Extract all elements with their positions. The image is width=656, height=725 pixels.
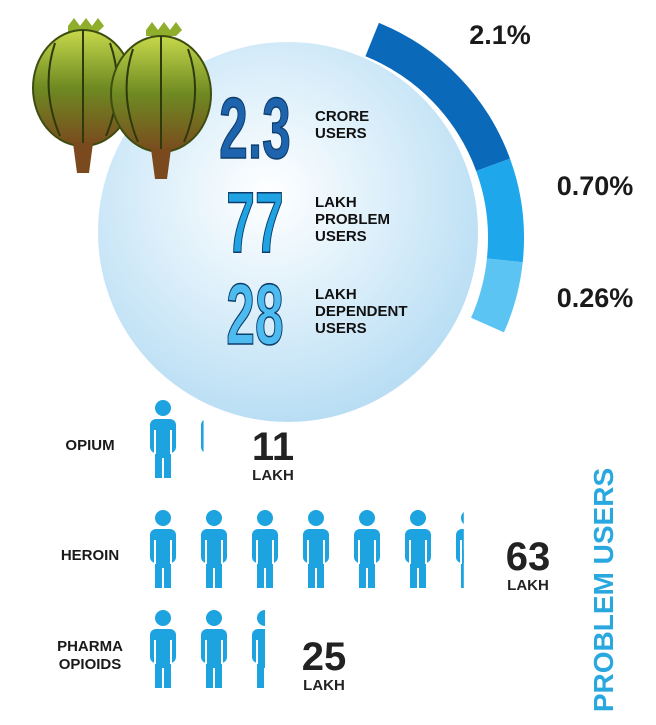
percentage-label: 0.26% [557, 283, 634, 313]
person-head [359, 510, 375, 526]
person-legs [206, 440, 222, 478]
stat-label: LAKH [315, 286, 357, 303]
person-legs [461, 550, 477, 588]
person-body [201, 419, 227, 453]
row-value: 25 [302, 635, 347, 679]
drug-label: HEROIN [61, 547, 119, 564]
person-head [308, 510, 324, 526]
stat-label: DEPENDENT [315, 303, 408, 320]
stat-label: CRORE [315, 108, 369, 125]
stat-label: LAKH [315, 194, 357, 211]
person-row [150, 610, 278, 688]
stat-label: USERS [315, 320, 367, 337]
stat-number: 28 [226, 268, 283, 364]
percentage-label: 2.1% [469, 20, 531, 50]
arc-segment [471, 258, 523, 332]
stat-label: USERS [315, 228, 367, 245]
person-head [155, 510, 171, 526]
stat-number: 2.3 [219, 82, 291, 178]
row-unit: LAKH [507, 577, 549, 594]
row-unit: LAKH [252, 467, 294, 484]
person-row [150, 400, 227, 478]
person-row [150, 510, 482, 588]
arc-segment [476, 159, 524, 263]
person-head [410, 510, 426, 526]
person-head [155, 400, 171, 416]
infographic: 2.1%0.70%0.26%2.3CROREUSERS77LAKHPROBLEM… [0, 0, 656, 725]
side-title: PROBLEM USERS [588, 468, 619, 712]
stat-number: 77 [226, 176, 283, 272]
stat-label: USERS [315, 125, 367, 142]
drug-label: PHARMA [57, 638, 123, 655]
person-head [206, 610, 222, 626]
person-head [257, 510, 273, 526]
row-unit: LAKH [303, 677, 345, 694]
person-head [461, 510, 477, 526]
person-body [456, 529, 482, 563]
person-head [257, 610, 273, 626]
person-head [155, 610, 171, 626]
row-value: 11 [252, 425, 294, 469]
drug-label: OPIUM [65, 437, 114, 454]
person-head [206, 510, 222, 526]
stat-label: PROBLEM [315, 211, 390, 228]
percentage-label: 0.70% [557, 171, 634, 201]
row-value: 63 [506, 535, 551, 579]
drug-label: OPIOIDS [59, 656, 122, 673]
